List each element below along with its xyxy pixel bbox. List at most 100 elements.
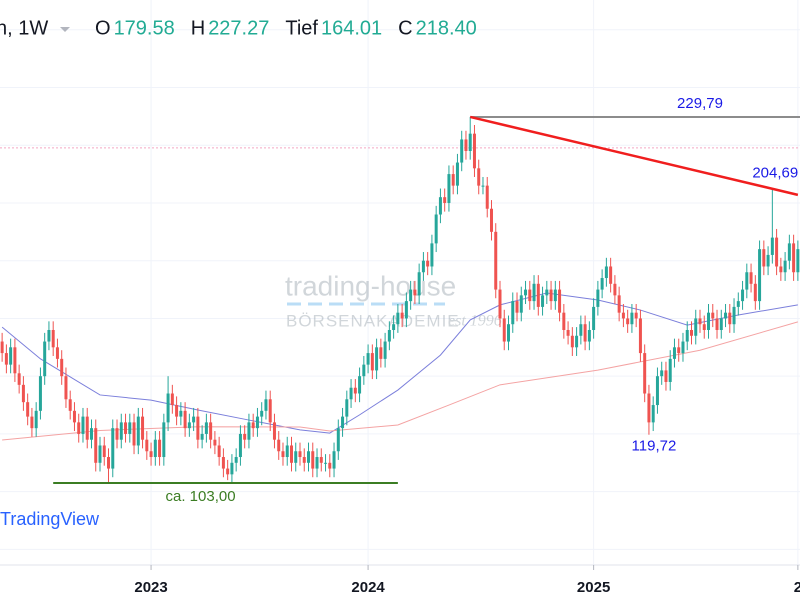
candle-body [85, 416, 89, 440]
candle-body [447, 174, 451, 203]
candle-body [753, 283, 757, 302]
candle-body [689, 329, 693, 336]
candle-body [502, 318, 506, 342]
candle-body [9, 347, 13, 365]
candle-body [209, 422, 213, 440]
candle-body [98, 445, 102, 463]
candle-body [196, 416, 200, 440]
candle-body [604, 266, 608, 279]
candle-body [217, 445, 221, 458]
candle-body [553, 289, 557, 302]
ohlc-key: O [95, 17, 111, 39]
candle-body [115, 428, 119, 440]
candle-body [302, 457, 306, 463]
candle-body [30, 416, 34, 429]
candle-body [111, 428, 115, 469]
candle-body [579, 324, 583, 336]
candle-body [124, 422, 128, 434]
candle-body [783, 260, 787, 273]
candle-body [404, 301, 408, 319]
candle-body [562, 312, 566, 330]
candle-body [438, 197, 442, 215]
candle-body [336, 428, 340, 452]
candle-body [132, 422, 136, 446]
candle-body [468, 133, 472, 151]
x-tick-label: 2023 [134, 579, 167, 596]
candle-body [341, 416, 345, 429]
candle-body [226, 468, 230, 475]
ohlc-value: 227.27 [208, 17, 269, 39]
candle-body [289, 445, 293, 463]
ohlc-key: C [398, 17, 412, 39]
candle-body [51, 329, 55, 348]
candle-body [260, 410, 264, 417]
candle-body [481, 185, 485, 187]
candle-body [4, 353, 8, 365]
candle-body [779, 266, 783, 273]
candle-body [234, 457, 238, 463]
candle-body [324, 462, 328, 464]
x-tick-label: 2025 [577, 579, 610, 596]
support-label: ca. 103,00 [166, 488, 236, 505]
candle-body [711, 312, 715, 319]
candle-body [460, 139, 464, 163]
candle-body [515, 301, 519, 313]
candle-body [413, 289, 417, 296]
candle-body [630, 312, 634, 325]
candle-body [319, 457, 323, 463]
plot: 229,79 ca. 103,00 119,72 204,69 [0, 95, 800, 505]
candle-body [13, 347, 17, 374]
candle-body [545, 289, 549, 296]
candle-body [472, 133, 476, 169]
candle-body [345, 399, 349, 417]
logo: TradingView [0, 509, 100, 529]
candle-body [362, 364, 366, 377]
candle-body [609, 266, 613, 284]
ohlc-value: 179.58 [114, 17, 175, 39]
candle-body [524, 289, 528, 296]
candle-body [187, 422, 191, 429]
candle-body [685, 329, 689, 342]
candle-body [745, 272, 749, 290]
candle-body [570, 335, 574, 348]
candle-body [464, 139, 468, 151]
candle-body [766, 254, 770, 267]
candle-body [494, 231, 498, 290]
candle-body [434, 214, 438, 244]
candle-body [549, 289, 553, 302]
high-label: 204,69 [752, 164, 798, 181]
candle-body [621, 312, 625, 319]
candle-body [655, 376, 659, 406]
candle-body [519, 295, 523, 313]
candle-body [175, 405, 179, 417]
candle-body [268, 399, 272, 423]
candle-body [153, 439, 157, 458]
candle-body [328, 462, 332, 469]
candle-body [192, 416, 196, 423]
candle-body [736, 301, 740, 307]
watermark-sub: BÖRSENAKADEMIE [286, 311, 460, 330]
candle-body [702, 324, 706, 330]
candle-body [251, 422, 255, 429]
candle-body [775, 237, 779, 267]
candle-body [485, 185, 489, 209]
candle-body [255, 416, 259, 429]
candle-body [72, 410, 76, 423]
candle-body [724, 312, 728, 319]
candle-body [443, 197, 447, 203]
candle-body [715, 318, 719, 330]
candle-body [281, 451, 285, 458]
candle-body [149, 451, 153, 458]
candle-body [307, 451, 311, 463]
candle-body [353, 387, 357, 394]
candle-body [396, 312, 400, 325]
candle-body [358, 376, 362, 394]
candle-body [136, 416, 140, 446]
candle-body [162, 422, 166, 458]
candle-body [277, 439, 281, 452]
candle-body [451, 174, 455, 186]
candle-body [668, 358, 672, 382]
candle-body [728, 312, 732, 325]
candle-body [0, 341, 4, 354]
candle-body [170, 393, 174, 406]
